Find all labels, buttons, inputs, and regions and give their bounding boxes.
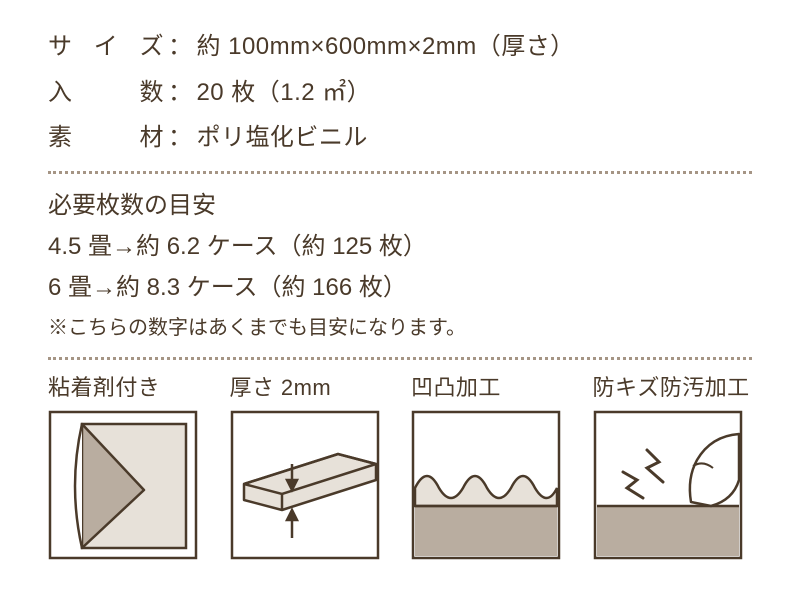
feature-thickness: 厚さ 2mm xyxy=(230,370,390,560)
spec-row: サイズ ： 約 100mm×600mm×2mm（厚さ） xyxy=(48,24,752,70)
guide-line: 6 畳→約 8.3 ケース（約 166 枚） xyxy=(48,268,752,309)
textured-icon xyxy=(411,410,561,560)
feature-row: 粘着剤付き 厚さ 2mm xyxy=(48,370,752,560)
feature-textured: 凹凸加工 xyxy=(411,370,571,560)
spec-label-char: 入 xyxy=(48,70,72,116)
guide-line: 4.5 畳→約 6.2 ケース（約 125 枚） xyxy=(48,227,752,268)
spec-value: 20 枚（1.2 ㎡） xyxy=(196,70,371,116)
spec-label-char: サ xyxy=(48,24,72,70)
feature-label: 粘着剤付き xyxy=(48,370,160,402)
spec-label-material: 素材 xyxy=(48,115,164,161)
spec-row: 入数 ： 20 枚（1.2 ㎡） xyxy=(48,70,752,116)
thickness-icon xyxy=(230,410,380,560)
spec-label-char: ズ xyxy=(140,24,164,70)
spec-separator: ： xyxy=(168,24,192,70)
spec-label-qty: 入数 xyxy=(48,70,164,116)
guide-title: 必要枚数の目安 xyxy=(48,184,752,227)
spec-separator: ： xyxy=(168,115,192,161)
feature-scratchproof: 防キズ防汚加工 xyxy=(593,370,753,560)
spec-value: ポリ塩化ビニル xyxy=(196,115,367,161)
feature-label: 凹凸加工 xyxy=(411,370,501,402)
adhesive-icon xyxy=(48,410,198,560)
guide-section: 必要枚数の目安 4.5 畳→約 6.2 ケース（約 125 枚） 6 畳→約 8… xyxy=(48,184,752,347)
spec-value: 約 100mm×600mm×2mm（厚さ） xyxy=(196,24,574,70)
spec-label-char: イ xyxy=(94,24,118,70)
feature-adhesive: 粘着剤付き xyxy=(48,370,208,560)
spec-separator: ： xyxy=(168,70,192,116)
scratchproof-icon xyxy=(593,410,743,560)
feature-label: 厚さ 2mm xyxy=(230,370,332,402)
divider xyxy=(48,171,752,174)
spec-label-char: 数 xyxy=(140,70,164,116)
guide-note: ※こちらの数字はあくまでも目安になります。 xyxy=(48,309,752,347)
spec-label-char: 素 xyxy=(48,115,72,161)
spec-row: 素材 ： ポリ塩化ビニル xyxy=(48,115,752,161)
spec-list: サイズ ： 約 100mm×600mm×2mm（厚さ） 入数 ： 20 枚（1.… xyxy=(48,24,752,161)
spec-label-size: サイズ xyxy=(48,24,164,70)
feature-label: 防キズ防汚加工 xyxy=(593,370,750,402)
divider xyxy=(48,357,752,360)
spec-label-char: 材 xyxy=(140,115,164,161)
